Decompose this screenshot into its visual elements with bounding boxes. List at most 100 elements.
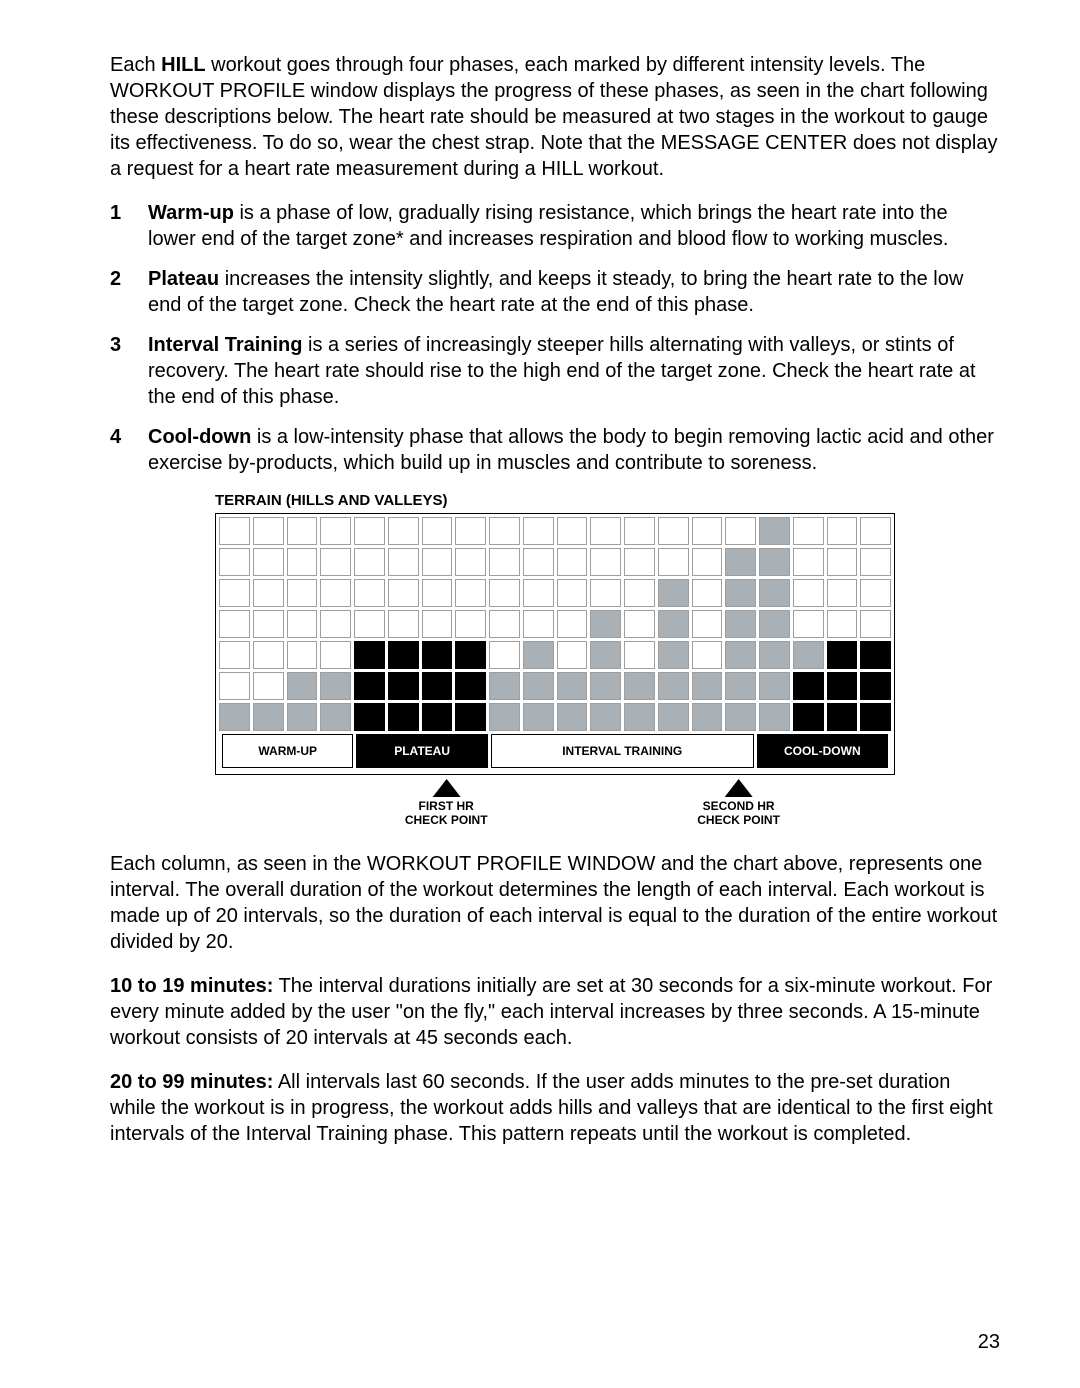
chart-cell <box>219 517 250 545</box>
chart-cell <box>422 579 453 607</box>
phase-row: WARM-UPPLATEAUINTERVAL TRAININGCOOL-DOWN <box>219 734 891 771</box>
chart-cell <box>320 517 351 545</box>
chart-cell <box>692 641 723 669</box>
list-item-title: Interval Training <box>148 334 302 356</box>
chart-cell <box>354 610 385 638</box>
phase-label: WARM-UP <box>222 734 353 768</box>
chart-cell <box>455 610 486 638</box>
intro-paragraph: Each HILL workout goes through four phas… <box>110 52 1000 182</box>
chart-cell <box>759 703 790 731</box>
chart-cell <box>590 579 621 607</box>
phase-label: COOL-DOWN <box>757 734 888 768</box>
chart-cell <box>455 517 486 545</box>
chart-cell <box>624 548 655 576</box>
list-item-text: is a low-intensity phase that allows the… <box>148 426 994 474</box>
chart-cell <box>725 703 756 731</box>
chart-cell <box>287 548 318 576</box>
chart-cell <box>219 641 250 669</box>
phase-list: 1 Warm-up is a phase of low, gradually ri… <box>110 200 1000 476</box>
chart-cell <box>253 517 284 545</box>
chart-cell <box>860 641 891 669</box>
chart-cell <box>455 641 486 669</box>
checkpoint: FIRST HRCHECK POINT <box>405 779 488 828</box>
chart-cell <box>692 579 723 607</box>
list-item-text: is a phase of low, gradually rising resi… <box>148 202 948 250</box>
list-item: 1 Warm-up is a phase of low, gradually ri… <box>110 200 1000 252</box>
list-item-text: increases the intensity slightly, and ke… <box>148 268 963 316</box>
list-item-title: Plateau <box>148 268 219 290</box>
chart-cell <box>658 641 689 669</box>
chart-cell <box>219 579 250 607</box>
chart-cell <box>455 672 486 700</box>
chart-cell <box>759 517 790 545</box>
chart-cell <box>692 548 723 576</box>
chart-cell <box>320 703 351 731</box>
list-item: 4Cool-down is a low-intensity phase that… <box>110 424 1000 476</box>
checkpoint-label: SECOND HRCHECK POINT <box>697 799 780 828</box>
list-item-title: Warm-up <box>148 202 234 224</box>
chart-cell <box>253 548 284 576</box>
chart-cell <box>692 672 723 700</box>
chart-cell <box>523 610 554 638</box>
chart-cell <box>523 517 554 545</box>
chart-cell <box>725 579 756 607</box>
chart-cell <box>793 703 824 731</box>
chart-cell <box>388 703 419 731</box>
chart-cell <box>354 517 385 545</box>
chart-cell <box>388 641 419 669</box>
chart-cell <box>354 641 385 669</box>
chart-cell <box>455 548 486 576</box>
chart-cell <box>354 703 385 731</box>
list-item-number: 1 <box>110 200 128 252</box>
chart-cell <box>793 641 824 669</box>
chart-cell <box>860 610 891 638</box>
up-triangle-icon <box>432 779 460 797</box>
chart-cell <box>320 548 351 576</box>
chart-cell <box>759 548 790 576</box>
chart-cell <box>590 517 621 545</box>
list-item-number: 3 <box>110 332 128 410</box>
chart-cell <box>725 641 756 669</box>
chart-cell <box>759 641 790 669</box>
chart-cell <box>793 610 824 638</box>
chart-cell <box>455 579 486 607</box>
chart-cell <box>489 672 520 700</box>
chart-cell <box>287 579 318 607</box>
chart-cell <box>219 610 250 638</box>
chart-cell <box>489 548 520 576</box>
chart-cell <box>287 672 318 700</box>
chart-cell <box>557 641 588 669</box>
chart-cell <box>827 579 858 607</box>
chart-cell <box>624 703 655 731</box>
chart-cell <box>388 610 419 638</box>
chart-cell <box>725 548 756 576</box>
chart-cell <box>793 672 824 700</box>
chart-cell <box>388 548 419 576</box>
chart-cell <box>489 610 520 638</box>
chart-cell <box>354 548 385 576</box>
chart-cell <box>827 703 858 731</box>
para-20-99: 20 to 99 minutes: All intervals last 60 … <box>110 1069 1000 1147</box>
chart-cell <box>827 672 858 700</box>
para-after-chart: Each column, as seen in the WORKOUT PROF… <box>110 851 1000 955</box>
checkpoint-label: FIRST HRCHECK POINT <box>405 799 488 828</box>
chart-cell <box>557 703 588 731</box>
chart-cell <box>692 703 723 731</box>
chart-cell <box>422 610 453 638</box>
chart-cell <box>557 517 588 545</box>
chart-cell <box>422 672 453 700</box>
para-10-19: 10 to 19 minutes: The interval durations… <box>110 973 1000 1051</box>
chart-cell <box>422 641 453 669</box>
chart-cell <box>590 641 621 669</box>
chart-grid <box>219 517 891 731</box>
chart-cell <box>523 579 554 607</box>
phase-label: PLATEAU <box>356 734 487 768</box>
up-triangle-icon <box>725 779 753 797</box>
checkpoint: SECOND HRCHECK POINT <box>697 779 780 828</box>
chart-cell <box>725 517 756 545</box>
chart-cell <box>827 641 858 669</box>
chart-cell <box>253 703 284 731</box>
chart-cell <box>658 703 689 731</box>
chart-cell <box>793 517 824 545</box>
list-item-number: 2 <box>110 266 128 318</box>
